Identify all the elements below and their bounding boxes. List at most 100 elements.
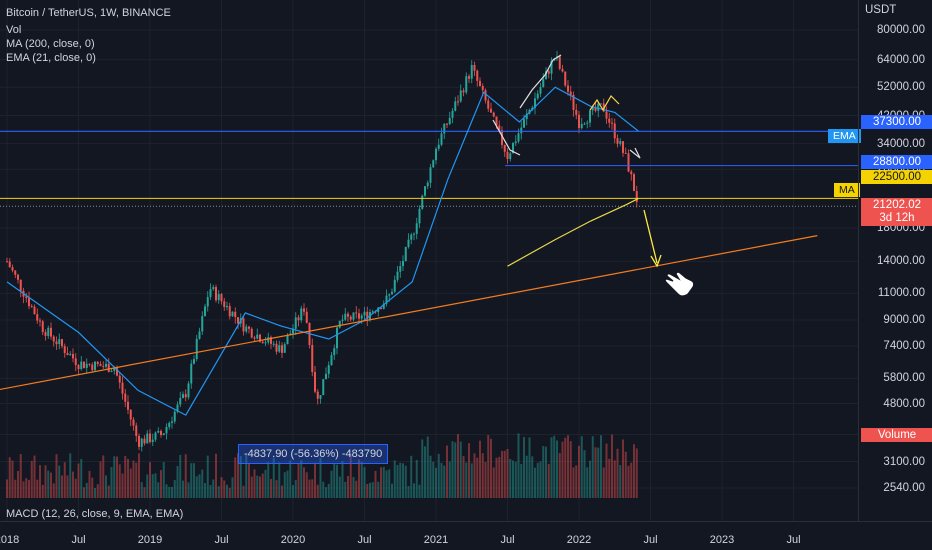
price-tick: 52000.00 (877, 81, 925, 94)
volume-bar (151, 474, 154, 498)
candle-body (424, 186, 426, 196)
chart-grid (0, 0, 858, 522)
volume-bar (349, 455, 352, 498)
volume-bar (212, 479, 215, 498)
time-axis[interactable]: 2018 Jul 2019 Jul 2020 Jul 2021 Jul 2022 Jul 2023 J… (0, 521, 932, 550)
volume-bar (459, 441, 462, 498)
candle-body (286, 335, 289, 345)
candle-body (113, 368, 116, 371)
candle-body (402, 260, 404, 267)
price-tick: 3100.00 (883, 455, 925, 468)
pointing-hand-icon (664, 271, 695, 297)
measure-box[interactable]: -4837.90 (-56.36%) -483790 (238, 444, 389, 464)
candle-body (567, 85, 569, 92)
volume-bar (121, 473, 124, 498)
ma-tag[interactable]: MA (834, 183, 860, 197)
volume-bar (72, 471, 74, 498)
candle-body (396, 271, 399, 280)
vol-legend[interactable]: Vol (6, 24, 22, 36)
volume-bar (490, 438, 492, 498)
volume-bar (160, 470, 162, 498)
candle-body (234, 311, 237, 318)
volume-bar (432, 461, 435, 498)
ema-line[interactable] (6, 86, 639, 416)
volume-bar (622, 439, 624, 498)
ema-legend[interactable]: EMA (21, close, 0) (6, 52, 96, 64)
candle-body (608, 118, 611, 123)
volume-bar (74, 478, 77, 498)
volume-bar (325, 487, 327, 498)
volume-bar (96, 484, 99, 498)
volume-bar (270, 479, 272, 498)
volume-bar (363, 467, 366, 498)
ma-line[interactable] (507, 197, 639, 267)
candle-body (385, 295, 388, 304)
price-tick: 4800.00 (883, 397, 925, 410)
volume-bar (391, 483, 393, 498)
price-tick: 7400.00 (883, 340, 925, 353)
volume-bar (360, 461, 363, 498)
candle-body (501, 130, 503, 145)
candle-body (622, 141, 624, 153)
candle-body (157, 430, 160, 433)
price-chart[interactable] (0, 0, 858, 522)
candle-body (624, 152, 627, 154)
volume-bar (17, 470, 19, 498)
symbol-title[interactable]: Bitcoin / TetherUS, 1W, BINANCE (6, 7, 171, 19)
volume-bar (448, 461, 451, 498)
ma-legend[interactable]: MA (200, close, 0) (6, 38, 95, 50)
candle-body (358, 313, 360, 319)
volume-bar (204, 483, 206, 498)
candle-body (283, 344, 286, 353)
candle-body (344, 313, 347, 320)
candle-body (259, 334, 261, 342)
candle-body (140, 438, 143, 447)
candle-body (316, 391, 319, 399)
ema-tag[interactable]: EMA (828, 129, 861, 143)
volume-bar (286, 470, 289, 498)
macd-legend[interactable]: MACD (12, 26, close, 9, EMA, EMA) (6, 508, 184, 520)
volume-bar (116, 456, 118, 498)
volume-bar (514, 461, 517, 498)
candle-body (569, 91, 572, 95)
price-tick: 9000.00 (883, 314, 925, 327)
candle-body (212, 287, 215, 290)
projection-arrow[interactable] (643, 209, 662, 268)
volume-bar (135, 462, 138, 498)
volume-bar (481, 453, 484, 498)
volume-bar (586, 467, 589, 498)
candle-body (517, 133, 520, 142)
volume-bar (525, 455, 528, 498)
volume-bar (322, 481, 325, 498)
candle-body (597, 103, 600, 111)
candle-body (165, 427, 168, 434)
candle-body (160, 430, 162, 435)
volume-bar (547, 463, 550, 498)
candle-body (388, 294, 391, 296)
volume-bar (66, 475, 69, 498)
candle-body (583, 123, 586, 125)
volume-bar (523, 437, 525, 498)
candle-body (28, 298, 30, 307)
price-axis[interactable]: USDT 80000.0064000.0052000.0042000.00340… (858, 0, 932, 522)
volume-bar (344, 481, 347, 498)
volume-bar (140, 482, 143, 498)
volume-bar (162, 462, 165, 498)
trendline[interactable] (0, 235, 818, 391)
candle-body (193, 359, 195, 364)
volume-bar (179, 454, 182, 498)
candle-body (349, 316, 352, 320)
candle-body (451, 110, 454, 118)
candle-body (143, 438, 146, 444)
volume-bar (250, 476, 253, 498)
time-tick: 2020 (280, 534, 306, 546)
volume-bar (129, 468, 132, 498)
volume-bar (8, 457, 11, 498)
volume-bar (154, 473, 157, 498)
candle-body (220, 294, 223, 302)
volume-bar (300, 460, 303, 498)
candle-body (275, 343, 278, 352)
candle-body (69, 354, 72, 356)
candle-body (154, 432, 157, 440)
volume-bar (118, 464, 121, 498)
